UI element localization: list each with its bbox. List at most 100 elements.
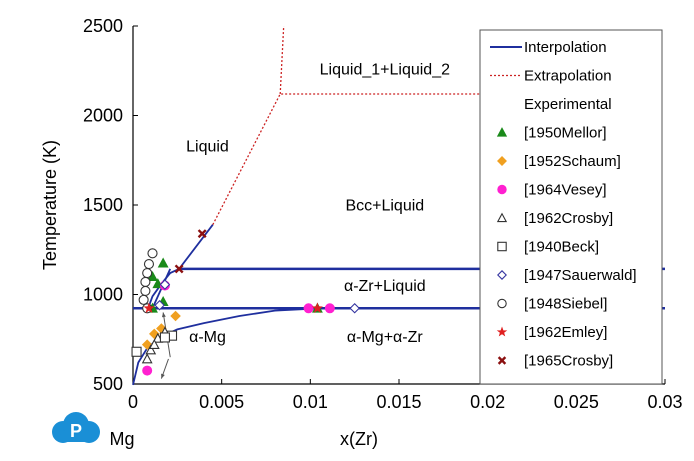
data-point <box>143 259 155 270</box>
data-point <box>147 248 158 259</box>
marker-shape <box>140 285 151 296</box>
x-tick-label: 0.015 <box>376 392 421 412</box>
data-point <box>140 276 151 288</box>
legend-label: [1947Sauerwald] <box>524 267 637 284</box>
y-tick-label: 1500 <box>83 195 123 215</box>
marker-shape <box>143 302 155 314</box>
marker-shape <box>138 294 149 305</box>
y-tick-label: 1000 <box>83 285 123 305</box>
region-label: α-Zr+Liquid <box>344 278 426 295</box>
logo: P <box>52 412 100 443</box>
data-point <box>142 267 153 279</box>
data-points <box>131 229 360 376</box>
series-interpolation-segment <box>132 307 320 386</box>
marker-shape <box>145 344 157 355</box>
data-point <box>140 285 151 296</box>
data-point <box>154 299 165 311</box>
data-point <box>303 303 314 314</box>
legend-marker <box>496 127 508 137</box>
data-point <box>157 257 169 268</box>
data-point <box>170 310 181 322</box>
x-axis-label: x(Zr) <box>340 429 378 449</box>
series-extrapolation-segment <box>279 25 285 95</box>
marker-shape <box>140 276 151 288</box>
marker-shape <box>497 156 507 166</box>
data-point <box>311 302 323 314</box>
legend-label: [1948Siebel] <box>524 296 607 313</box>
y-axis-label: Temperature (K) <box>40 140 60 270</box>
legend-label: [1962Emley] <box>524 324 607 341</box>
marker-shape <box>154 299 165 311</box>
y-tick-label: 500 <box>93 374 123 394</box>
marker-shape <box>496 127 508 137</box>
marker-shape <box>147 248 158 259</box>
legend-marker <box>496 326 508 337</box>
legend-box <box>479 29 663 385</box>
marker-shape <box>303 303 314 314</box>
marker-shape <box>324 303 335 314</box>
data-point <box>141 353 153 364</box>
x-left-label: Mg <box>109 429 134 449</box>
x-tick-label: 0.02 <box>470 392 505 412</box>
logo-blob <box>60 430 92 442</box>
legend-marker <box>497 270 507 280</box>
marker-shape <box>311 302 323 314</box>
data-point <box>159 279 171 290</box>
data-point <box>145 344 157 355</box>
marker-shape <box>142 365 153 376</box>
annotation-arrowhead <box>161 373 165 379</box>
legend-label: Interpolation <box>524 39 607 56</box>
legend-label: [1950Mellor] <box>524 125 607 142</box>
legend-label: Experimental <box>524 96 612 113</box>
marker-shape <box>496 212 508 223</box>
data-point <box>148 338 160 349</box>
marker-shape <box>197 229 207 239</box>
data-point <box>324 303 335 314</box>
marker-shape <box>497 270 507 280</box>
y-tick-label: 2500 <box>83 16 123 36</box>
legend-marker <box>497 184 507 195</box>
region-label: Liquid_1+Liquid_2 <box>320 61 450 78</box>
marker-shape <box>497 356 507 365</box>
marker-shape <box>157 257 169 268</box>
marker-shape <box>148 338 160 349</box>
marker-shape <box>170 310 181 322</box>
legend-label: [1940Beck] <box>524 239 599 256</box>
marker-shape <box>497 241 507 252</box>
marker-shape <box>131 346 142 357</box>
marker-shape <box>349 303 360 314</box>
data-point <box>142 365 153 376</box>
marker-shape <box>497 298 507 309</box>
annotation-arrowhead <box>161 312 166 318</box>
region-label: Liquid <box>186 138 229 155</box>
legend-marker <box>496 212 508 223</box>
x-tick-label: 0.005 <box>199 392 244 412</box>
data-point <box>197 229 207 239</box>
data-point <box>159 332 170 343</box>
marker-shape <box>174 264 184 274</box>
legend-marker <box>497 298 507 309</box>
marker-shape <box>143 259 155 270</box>
region-label: α-Mg+α-Zr <box>347 329 424 346</box>
region-label: Bcc+Liquid <box>345 197 424 214</box>
legend-label: Extrapolation <box>524 68 612 85</box>
marker-shape <box>159 332 170 343</box>
x-tick-label: 0 <box>128 392 138 412</box>
logo-letter: P <box>70 421 82 441</box>
marker-shape <box>142 267 153 279</box>
data-point <box>174 264 184 274</box>
y-tick-label: 2000 <box>83 106 123 126</box>
legend: Interpolation Extrapolation Experimental [1… <box>479 29 663 385</box>
marker-shape <box>159 279 171 290</box>
region-label: α-Mg <box>189 329 226 346</box>
region-labels: Liquid_1+Liquid_2 Liquid Bcc+Liquid α-Zr+Li… <box>186 61 450 346</box>
legend-label: [1965Crosby] <box>524 353 613 370</box>
legend-marker <box>497 156 507 166</box>
legend-label: [1962Crosby] <box>524 210 613 227</box>
series-extrapolation-segment <box>212 93 559 225</box>
x-tick-label: 0.03 <box>647 392 682 412</box>
axes: 0 0.005 0.01 0.015 0.02 0.025 0.03 500 1000 1500 2… <box>40 16 683 449</box>
marker-shape <box>141 353 153 364</box>
legend-marker <box>497 241 507 252</box>
